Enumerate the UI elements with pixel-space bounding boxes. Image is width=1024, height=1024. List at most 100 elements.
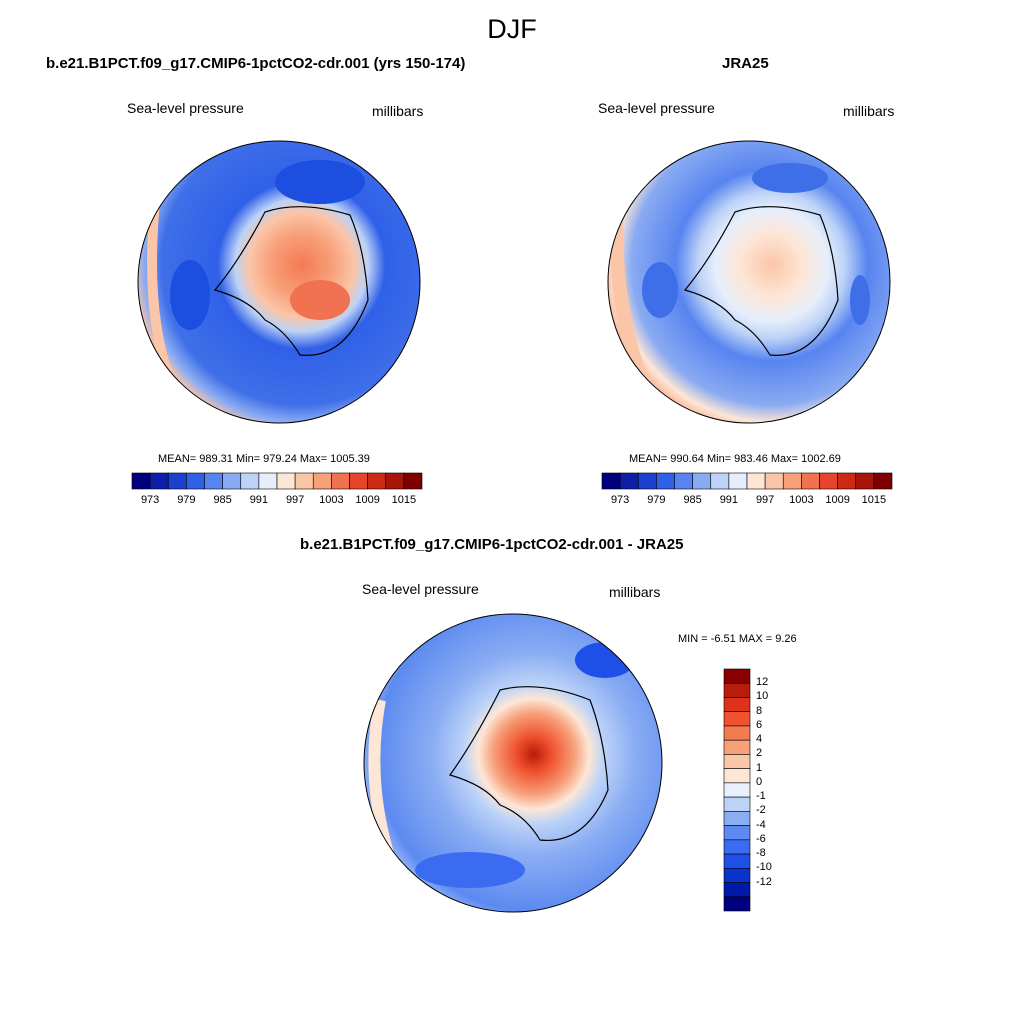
diff-colorbar-swatch bbox=[723, 796, 751, 812]
panel-1-border bbox=[137, 140, 421, 424]
abs-colorbar-1-swatch bbox=[403, 472, 423, 490]
abs-colorbar-2-swatch bbox=[801, 472, 820, 490]
abs-colorbar-2-swatch bbox=[637, 472, 657, 490]
panel-1-low-north bbox=[275, 160, 365, 204]
diff-colorbar-tick-label: 12 bbox=[756, 676, 769, 689]
diff-colorbar-swatch bbox=[723, 739, 751, 755]
abs-colorbar-1-swatch bbox=[258, 472, 278, 490]
panel-1-low-west bbox=[170, 260, 210, 330]
panel-1-map bbox=[137, 140, 421, 424]
abs-colorbar-1-tick-label: 997 bbox=[285, 494, 305, 506]
panel-3-low-south bbox=[415, 852, 525, 888]
abs-colorbar-1-tick-label: 1003 bbox=[319, 494, 344, 506]
abs-colorbar-1-tick-label: 1015 bbox=[391, 494, 417, 506]
abs-colorbar-1-tick-label: 1009 bbox=[355, 494, 380, 506]
abs-colorbar-1-swatch bbox=[204, 472, 223, 490]
abs-colorbar-1-tick-label: 979 bbox=[177, 494, 196, 506]
panel-3-units: millibars bbox=[609, 584, 661, 600]
panel-3-title: b.e21.B1PCT.f09_g17.CMIP6-1pctCO2-cdr.00… bbox=[300, 536, 684, 553]
abs-colorbar-1-swatch bbox=[331, 472, 350, 490]
panel-3-field bbox=[364, 614, 662, 912]
diff-colorbar-swatch bbox=[723, 811, 751, 826]
panel-1-units: millibars bbox=[372, 103, 424, 119]
panel-2-stats: MEAN= 990.64 Min= 983.46 Max= 1002.69 bbox=[629, 453, 841, 465]
abs-colorbar-2-tick-label: 991 bbox=[719, 494, 739, 506]
diff-colorbar-swatch bbox=[723, 825, 751, 841]
panel-3-stats: MIN = -6.51 MAX = 9.26 bbox=[678, 633, 797, 645]
panel-3-variable: Sea-level pressure bbox=[362, 581, 479, 597]
diff-colorbar-tick-label: 6 bbox=[756, 718, 763, 731]
abs-colorbar-1-swatch bbox=[149, 472, 169, 490]
abs-colorbar-2-swatch bbox=[728, 472, 748, 490]
panel-2-coastline bbox=[683, 206, 839, 356]
panel-1-title: b.e21.B1PCT.f09_g17.CMIP6-1pctCO2-cdr.00… bbox=[46, 55, 466, 72]
panel-1-high-core bbox=[290, 280, 350, 320]
panel-1-stats: MEAN= 989.31 Min= 979.24 Max= 1005.39 bbox=[158, 453, 370, 465]
abs-colorbar-1-swatch bbox=[349, 472, 368, 490]
abs-colorbar-2-swatch bbox=[782, 472, 802, 490]
abs-colorbar-2-tick-label: 979 bbox=[647, 494, 666, 506]
diff-colorbar-swatch bbox=[723, 682, 751, 698]
abs-colorbar-1-swatch bbox=[276, 472, 296, 490]
abs-colorbar-2-tick-label: 973 bbox=[610, 494, 630, 506]
abs-colorbar-1-tick-label: 991 bbox=[249, 494, 269, 506]
abs-colorbar-1-swatch bbox=[312, 472, 332, 490]
diff-colorbar-swatch bbox=[723, 754, 751, 769]
diff-colorbar-tick-label: 10 bbox=[756, 690, 769, 703]
diff-colorbar-swatch bbox=[723, 896, 751, 912]
panel-2-colorbar bbox=[601, 472, 893, 490]
diff-colorbar-swatch bbox=[723, 882, 751, 898]
abs-colorbar-2-swatch bbox=[674, 472, 693, 490]
abs-colorbar-2-swatch bbox=[873, 472, 893, 490]
diff-colorbar-tick-label: 2 bbox=[756, 747, 763, 760]
abs-colorbar-2-swatch bbox=[619, 472, 639, 490]
abs-colorbar-2-swatch bbox=[692, 472, 712, 490]
abs-colorbar-2-swatch bbox=[764, 472, 784, 490]
panel-3-colorbar bbox=[723, 668, 751, 912]
abs-colorbar-1-swatch bbox=[240, 472, 260, 490]
panel-2-low-north bbox=[752, 163, 828, 193]
abs-colorbar-2-tick-label: 1003 bbox=[789, 494, 814, 506]
diff-colorbar-tick-label: 8 bbox=[756, 704, 763, 717]
diff-colorbar-tick-label: -10 bbox=[756, 861, 772, 874]
abs-colorbar-2-swatch bbox=[710, 472, 730, 490]
abs-colorbar-1-tick-label: 985 bbox=[213, 494, 232, 506]
abs-colorbar-1-swatch bbox=[222, 472, 242, 490]
diff-colorbar-swatch bbox=[723, 668, 751, 684]
diff-colorbar-tick-label: -6 bbox=[756, 832, 766, 845]
panel-2-map bbox=[607, 140, 891, 424]
abs-colorbar-1-swatch bbox=[385, 472, 405, 490]
abs-colorbar-2-tick-label: 997 bbox=[755, 494, 775, 506]
diff-colorbar-tick-label: 0 bbox=[756, 775, 763, 788]
panel-2-low-west bbox=[642, 262, 678, 318]
abs-colorbar-1-swatch bbox=[294, 472, 314, 490]
figure-suptitle: DJF bbox=[487, 14, 537, 44]
diff-colorbar-tick-label: 1 bbox=[756, 761, 763, 774]
diff-colorbar-swatch bbox=[723, 697, 751, 713]
panel-1-field bbox=[138, 141, 420, 423]
abs-colorbar-2-swatch bbox=[855, 472, 875, 490]
diff-colorbar-tick-label: 4 bbox=[756, 733, 763, 746]
diff-colorbar-tick-label: -8 bbox=[756, 847, 766, 860]
abs-colorbar-2-swatch bbox=[601, 472, 621, 490]
panel-3-low-northeast bbox=[575, 642, 635, 678]
panel-1-coastline bbox=[213, 206, 369, 356]
diff-colorbar-swatch bbox=[723, 725, 751, 741]
abs-colorbar-1-tick-label: 973 bbox=[140, 494, 160, 506]
abs-colorbar-2-tick-label: 1009 bbox=[825, 494, 850, 506]
panel-1-colorbar bbox=[131, 472, 423, 490]
diff-colorbar-swatch bbox=[723, 853, 751, 869]
panel-2-field bbox=[608, 141, 890, 423]
diff-colorbar-swatch bbox=[723, 711, 751, 727]
diff-colorbar-swatch bbox=[723, 782, 751, 798]
abs-colorbar-2-tick-label: 1015 bbox=[861, 494, 887, 506]
abs-colorbar-1-swatch bbox=[167, 472, 187, 490]
panel-1-variable: Sea-level pressure bbox=[127, 100, 244, 116]
diff-colorbar-swatch bbox=[723, 839, 751, 855]
panel-3-coastline bbox=[449, 686, 609, 841]
panel-3-border bbox=[363, 613, 663, 913]
abs-colorbar-2-swatch bbox=[746, 472, 766, 490]
abs-colorbar-2-swatch bbox=[819, 472, 838, 490]
diff-colorbar-tick-label: -12 bbox=[756, 875, 772, 888]
